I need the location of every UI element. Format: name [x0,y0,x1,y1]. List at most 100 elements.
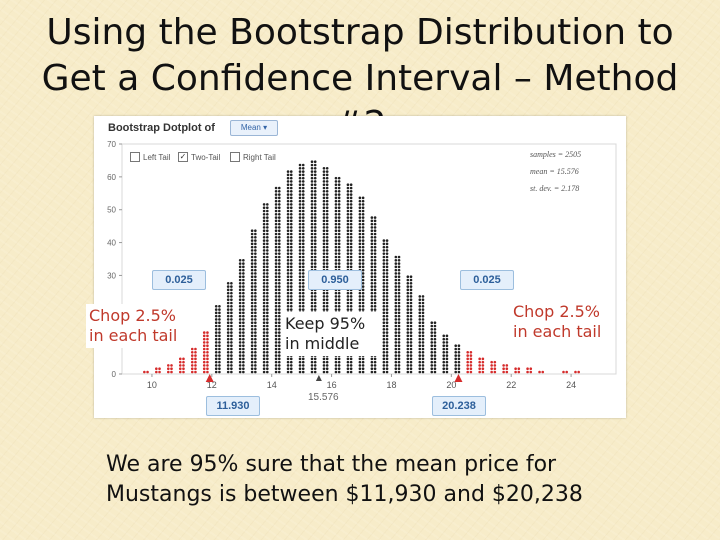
data-point [445,357,449,361]
data-point [397,318,401,321]
data-point [313,176,317,180]
data-point [266,252,269,256]
data-point [301,226,305,229]
data-point [301,272,305,275]
data-point [397,350,401,354]
data-point [277,262,281,265]
data-point [286,206,290,210]
statistic-dropdown[interactable]: Mean ▾ [230,120,278,136]
data-point [226,337,230,341]
left-tail-checkbox[interactable]: Left Tail [130,152,170,162]
data-point [322,222,326,226]
data-point [286,170,290,173]
right-tail-checkbox[interactable]: Right Tail [230,152,276,162]
data-point [370,255,374,259]
data-point [214,314,218,318]
data-point [250,268,254,272]
data-point [322,229,326,233]
data-point [382,278,386,282]
data-point [409,357,413,361]
data-point [206,334,209,338]
data-point [421,311,425,315]
data-point [238,318,242,321]
data-point [409,350,413,354]
data-point [325,222,329,226]
data-point [238,278,242,282]
upper-bound-box[interactable]: 20.238 [432,396,486,416]
two-tail-checkbox[interactable]: ✓ Two-Tail [178,152,220,162]
data-point [289,265,293,269]
data-point [346,209,350,213]
data-point [242,318,245,321]
data-point [382,255,386,259]
data-point [418,331,422,334]
data-point [277,219,281,223]
data-point [325,193,329,196]
data-point [286,272,290,275]
data-point [230,367,233,371]
data-point [274,262,278,265]
data-point [370,222,374,226]
data-point [289,176,293,180]
data-point [361,357,365,361]
left-tail-proportion[interactable]: 0.025 [152,270,206,290]
data-point [313,160,317,164]
slide-title: Using the Bootstrap Distribution to Get … [41,12,679,145]
data-point [274,235,278,239]
data-point [286,360,290,364]
data-point [298,281,302,285]
data-point [421,364,425,367]
data-point [226,298,230,302]
data-point [301,360,305,364]
data-point [250,255,254,259]
data-point [370,229,374,233]
data-point [481,357,485,361]
lower-bound-box[interactable]: 11.930 [206,396,260,416]
data-point [218,364,221,367]
data-point [358,203,362,206]
data-point [289,291,293,295]
data-point [361,367,365,371]
data-point [286,252,290,256]
data-point [421,321,425,325]
data-point [358,364,362,367]
data-point [334,262,338,265]
data-point [349,291,353,295]
data-point [250,341,254,344]
data-point [286,295,290,298]
center-value-label: 15.576 [308,392,339,403]
data-point [238,272,242,275]
data-point [373,258,377,262]
data-point [289,308,293,311]
data-point [334,206,338,210]
data-point [289,193,293,196]
data-point [313,232,317,236]
data-point [214,318,218,321]
data-point [373,367,377,371]
data-point [322,183,326,187]
data-point [397,288,401,292]
data-point [289,226,293,229]
data-point [313,364,317,367]
data-point [409,288,413,292]
data-point [358,226,362,229]
data-point [325,186,329,190]
data-point [310,189,314,193]
data-point [262,347,266,351]
data-point [274,255,278,259]
data-point [286,268,290,272]
data-point [277,364,281,367]
right-tail-proportion[interactable]: 0.025 [460,270,514,290]
data-point [262,268,266,272]
data-point [218,347,221,351]
data-point [322,295,326,298]
data-point [310,170,314,173]
data-point [254,304,257,308]
data-point [373,308,377,311]
data-point [394,344,398,348]
data-point [274,357,278,361]
data-point [337,258,341,262]
data-point [242,341,245,344]
data-point [313,212,317,216]
data-point [406,364,410,367]
